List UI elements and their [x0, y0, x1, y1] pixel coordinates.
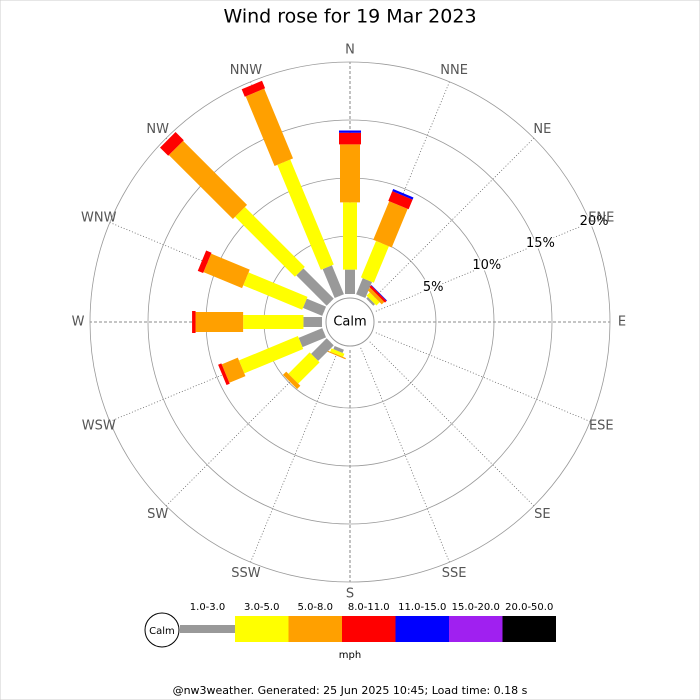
direction-label: NNE — [440, 63, 468, 78]
bar-segment — [356, 278, 372, 299]
direction-label: SSE — [442, 566, 467, 581]
bar-segment — [282, 371, 301, 390]
bar-segment — [168, 140, 248, 220]
bar-segment — [343, 202, 357, 270]
bar-segment — [296, 268, 334, 306]
calm-label: Calm — [333, 315, 366, 330]
legend-calm-label: Calm — [149, 626, 175, 637]
legend-label: 1.0-3.0 — [190, 602, 225, 613]
legend-swatch — [449, 616, 503, 642]
legend-swatch — [288, 616, 342, 642]
bar-segment — [235, 207, 305, 277]
r-tick-label: 20% — [580, 214, 609, 229]
bar-segment — [160, 132, 184, 156]
grid-ring — [89, 61, 611, 583]
r-tick-label: 5% — [423, 280, 444, 295]
bar-segment — [245, 88, 294, 166]
legend-label: 15.0-20.0 — [452, 602, 500, 613]
bar-segment — [388, 191, 413, 210]
direction-label: ESE — [589, 419, 614, 434]
r-tick-label: 10% — [472, 258, 501, 273]
bar-segment — [241, 80, 266, 97]
legend-label: 20.0-50.0 — [505, 602, 553, 613]
legend-calm — [144, 612, 180, 648]
bar-segment — [203, 253, 250, 289]
chart-title: Wind rose for 19 Mar 2023 — [223, 6, 476, 28]
bar-segment — [392, 189, 414, 200]
legend-swatch — [342, 616, 396, 642]
bar-segment — [360, 240, 389, 283]
legend-label: 11.0-15.0 — [398, 602, 446, 613]
legend-swatch — [235, 616, 289, 642]
bar-segment — [303, 317, 322, 327]
unit-label: mph — [339, 650, 361, 661]
direction-label: SSW — [231, 566, 261, 581]
bar-segment — [298, 328, 327, 348]
bar-segment — [311, 338, 334, 361]
legend-label: 5.0-8.0 — [298, 602, 333, 613]
bar-segment — [367, 287, 385, 305]
bar-segment — [366, 297, 375, 306]
direction-label: SE — [534, 507, 550, 522]
legend-label: 8.0-11.0 — [348, 602, 390, 613]
bar-segment — [371, 284, 388, 301]
legend-swatch — [502, 616, 556, 642]
footer: @nw3weather. Generated: 25 Jun 2025 10:4… — [173, 684, 528, 697]
bar-segment — [340, 144, 360, 203]
direction-label: N — [345, 43, 355, 58]
bar-segment — [288, 352, 320, 384]
bar-segment — [218, 363, 230, 386]
bar-segment — [243, 272, 308, 310]
bar-segment — [339, 130, 361, 133]
direction-label: WSW — [82, 419, 116, 434]
bar-segment — [195, 312, 244, 332]
r-tick-label: 15% — [526, 236, 555, 251]
legend-swatch — [395, 616, 449, 642]
direction-label: SW — [147, 507, 168, 522]
bar-segment — [326, 350, 346, 360]
grid-ring — [147, 119, 553, 525]
direction-label: S — [346, 587, 354, 602]
direction-label: ENE — [588, 210, 614, 225]
legend-swatch — [180, 625, 235, 633]
bar-segment — [345, 269, 355, 294]
bar-segment — [197, 250, 212, 274]
bar-segment — [366, 292, 380, 306]
bar-segment — [333, 345, 344, 353]
bar-segment — [302, 298, 327, 316]
bar-segment — [243, 315, 304, 329]
bar-segment — [330, 348, 345, 357]
direction-label: NW — [146, 122, 169, 137]
bar-segment — [277, 159, 334, 270]
bar-segment — [322, 265, 344, 299]
bar-segment — [339, 132, 361, 145]
direction-label: WNW — [81, 210, 117, 225]
legend-label: 3.0-5.0 — [244, 602, 279, 613]
calm-circle — [325, 297, 375, 347]
bar-segment — [373, 201, 408, 248]
direction-label: W — [72, 315, 85, 330]
direction-label: E — [618, 315, 626, 330]
bar-segment — [192, 311, 196, 333]
direction-label: NNW — [230, 63, 262, 78]
direction-label: NE — [533, 122, 551, 137]
bar-segment — [369, 285, 387, 303]
bar-segment — [238, 336, 304, 374]
bar-segment — [221, 357, 246, 383]
